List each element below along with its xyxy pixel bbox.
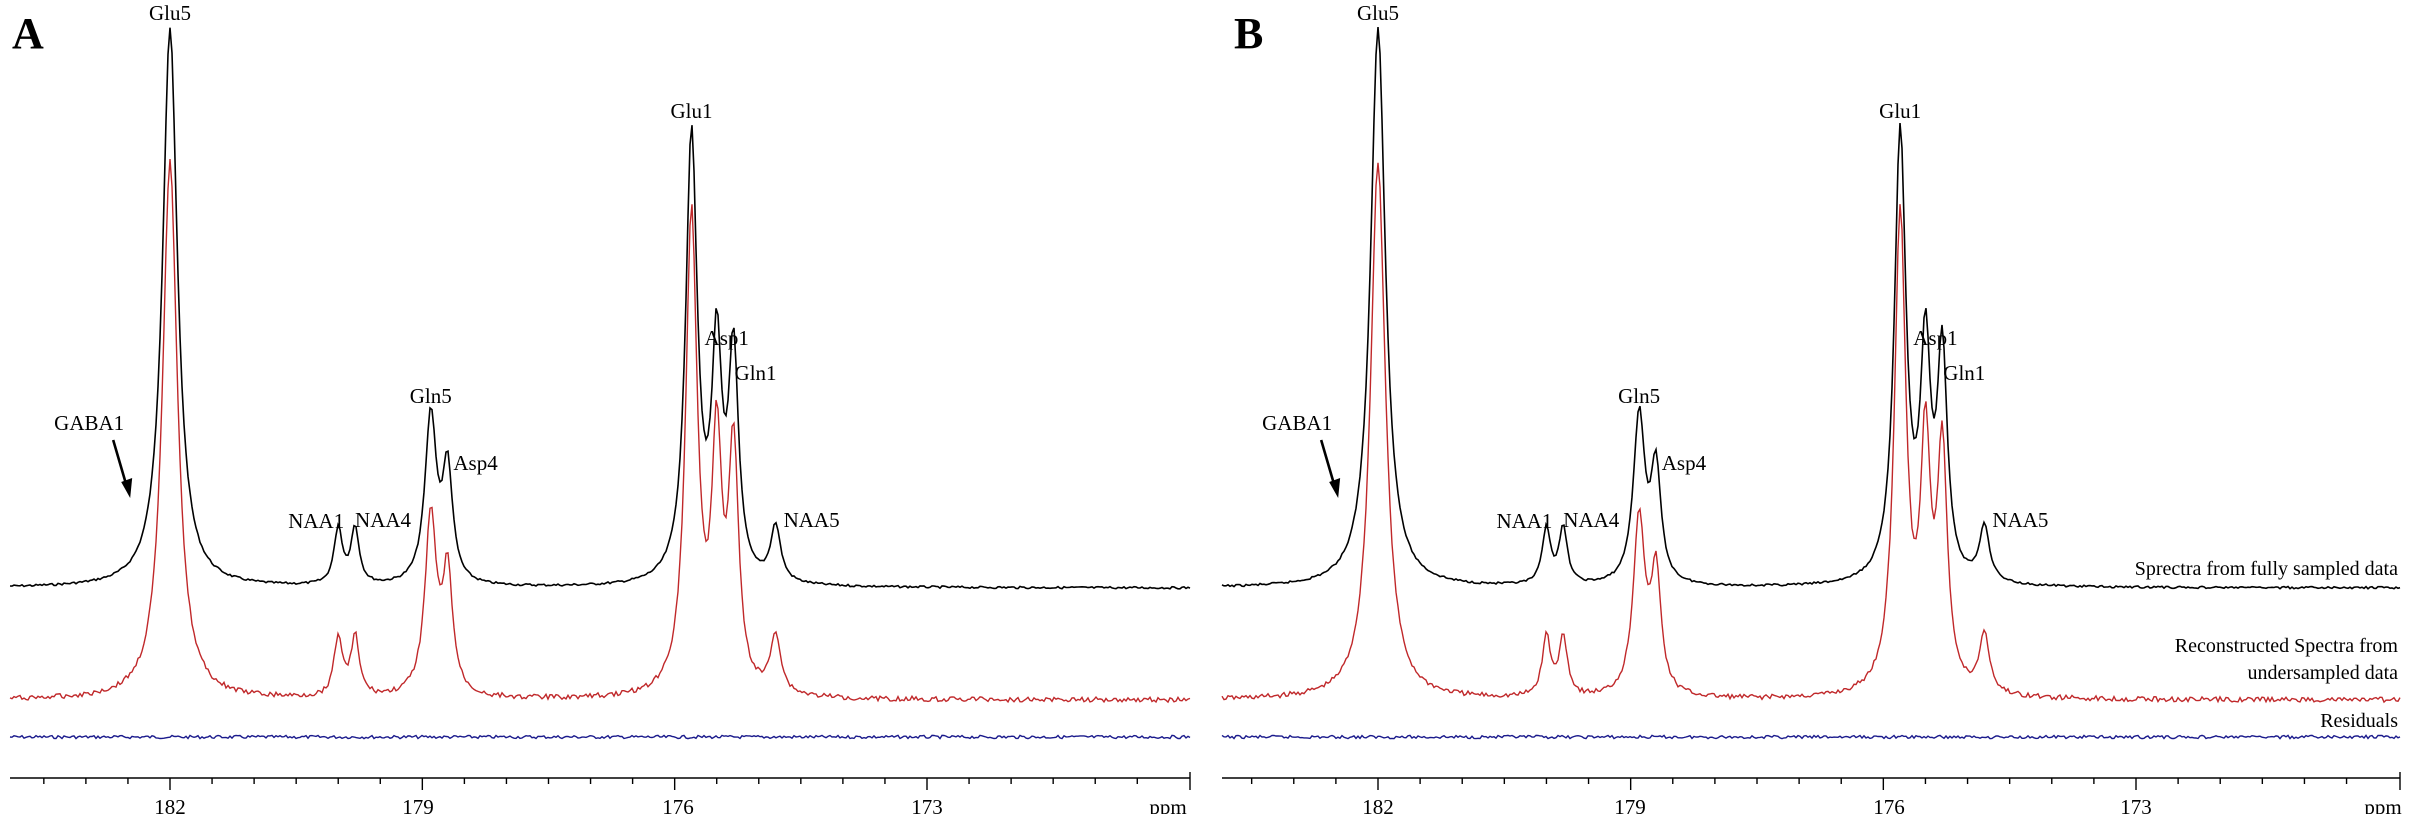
gaba1-arrowhead bbox=[121, 478, 133, 498]
peak-label-naa4: NAA4 bbox=[1563, 508, 1619, 532]
series-line-full-spectrum bbox=[9, 27, 1191, 590]
x-tick-label: 176 bbox=[1873, 795, 1905, 814]
panel-letter: A bbox=[12, 9, 44, 58]
peak-label-naa1: NAA1 bbox=[1496, 509, 1552, 533]
peak-label-naa1: NAA1 bbox=[288, 509, 344, 533]
peak-label-glu5: Glu5 bbox=[149, 1, 191, 25]
x-tick-label: 173 bbox=[2120, 795, 2152, 814]
x-tick-label: 182 bbox=[1362, 795, 1394, 814]
gaba1-arrow-shaft bbox=[111, 439, 129, 489]
x-tick-label: 182 bbox=[154, 795, 186, 814]
panel-a: A 182 179 176 173 ppm GABA1 Glu5 NAA1 NAA4 Gln5 Asp… bbox=[9, 1, 1191, 814]
peak-label-gln1: Gln1 bbox=[1943, 361, 1985, 385]
panel-b: B 182 179 176 173 ppm GABA1 Glu5 NAA1 NAA4 Gln5 Asp… bbox=[1221, 1, 2402, 814]
x-tick-label: 173 bbox=[911, 795, 943, 814]
x-tick-label: 176 bbox=[662, 795, 694, 814]
peak-label-asp1: Asp1 bbox=[705, 326, 749, 350]
series-line-residuals bbox=[1221, 734, 2401, 740]
series-line-reconstructed-spectrum bbox=[9, 159, 1191, 704]
peak-label-gaba1: GABA1 bbox=[54, 411, 124, 435]
x-tick-label: 179 bbox=[1614, 795, 1646, 814]
peak-label-naa4: NAA4 bbox=[355, 508, 411, 532]
peak-label-gln5: Gln5 bbox=[410, 384, 452, 408]
x-axis-unit-label: ppm bbox=[2364, 795, 2401, 814]
gaba1-arrow-shaft bbox=[1319, 439, 1337, 489]
trace-label: undersampled data bbox=[2248, 662, 2399, 684]
trace-label: Sprectra from fully sampled data bbox=[2135, 558, 2398, 580]
peak-label-asp4: Asp4 bbox=[1662, 451, 1707, 475]
peak-label-gaba1: GABA1 bbox=[1262, 411, 1332, 435]
peak-label-gln5: Gln5 bbox=[1618, 384, 1660, 408]
peak-label-naa5: NAA5 bbox=[784, 508, 840, 532]
peak-label-asp1: Asp1 bbox=[1913, 326, 1957, 350]
series-line-reconstructed-spectrum bbox=[1221, 162, 2401, 704]
panel-letter: B bbox=[1234, 9, 1263, 58]
peak-label-glu1: Glu1 bbox=[1879, 99, 1921, 123]
series-line-full-spectrum bbox=[1221, 27, 2401, 590]
series-line-residuals bbox=[9, 734, 1191, 740]
peak-label-glu1: Glu1 bbox=[670, 99, 712, 123]
x-axis-unit-label: ppm bbox=[1149, 795, 1186, 814]
gaba1-arrowhead bbox=[1329, 478, 1341, 498]
peak-label-asp4: Asp4 bbox=[453, 451, 498, 475]
peak-label-gln1: Gln1 bbox=[735, 361, 777, 385]
trace-label: Residuals bbox=[2320, 710, 2398, 732]
peak-label-glu5: Glu5 bbox=[1357, 1, 1399, 25]
peak-label-naa5: NAA5 bbox=[1992, 508, 2048, 532]
x-tick-label: 179 bbox=[402, 795, 434, 814]
trace-label: Reconstructed Spectra from bbox=[2175, 635, 2399, 657]
